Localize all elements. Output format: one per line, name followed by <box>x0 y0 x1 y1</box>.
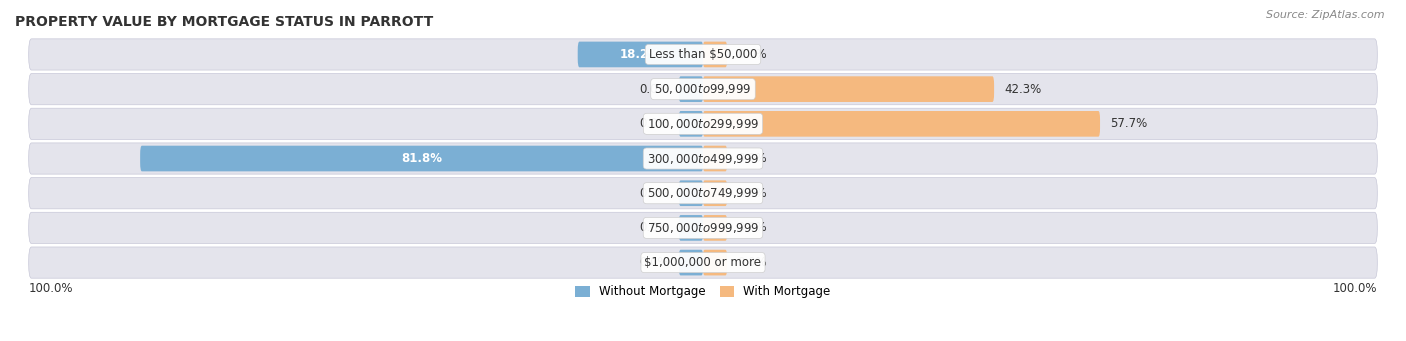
Text: 0.0%: 0.0% <box>737 187 768 200</box>
FancyBboxPatch shape <box>28 247 1378 278</box>
Text: Source: ZipAtlas.com: Source: ZipAtlas.com <box>1267 10 1385 20</box>
FancyBboxPatch shape <box>703 180 727 206</box>
FancyBboxPatch shape <box>679 250 703 276</box>
Text: 0.0%: 0.0% <box>737 48 768 61</box>
FancyBboxPatch shape <box>703 146 727 172</box>
FancyBboxPatch shape <box>679 180 703 206</box>
Text: $100,000 to $299,999: $100,000 to $299,999 <box>647 117 759 131</box>
Text: 0.0%: 0.0% <box>737 152 768 165</box>
FancyBboxPatch shape <box>703 111 1099 137</box>
FancyBboxPatch shape <box>679 215 703 241</box>
Text: 100.0%: 100.0% <box>1333 282 1378 295</box>
FancyBboxPatch shape <box>679 111 703 137</box>
Text: 0.0%: 0.0% <box>737 256 768 269</box>
Text: Less than $50,000: Less than $50,000 <box>648 48 758 61</box>
Text: $500,000 to $749,999: $500,000 to $749,999 <box>647 186 759 200</box>
Text: 81.8%: 81.8% <box>401 152 441 165</box>
Text: PROPERTY VALUE BY MORTGAGE STATUS IN PARROTT: PROPERTY VALUE BY MORTGAGE STATUS IN PAR… <box>15 15 433 29</box>
Text: 0.0%: 0.0% <box>638 187 669 200</box>
Text: $750,000 to $999,999: $750,000 to $999,999 <box>647 221 759 235</box>
FancyBboxPatch shape <box>28 74 1378 105</box>
Text: 0.0%: 0.0% <box>737 221 768 234</box>
Text: $300,000 to $499,999: $300,000 to $499,999 <box>647 151 759 165</box>
Text: 0.0%: 0.0% <box>638 117 669 130</box>
Text: $50,000 to $99,999: $50,000 to $99,999 <box>654 82 752 96</box>
Text: $1,000,000 or more: $1,000,000 or more <box>644 256 762 269</box>
FancyBboxPatch shape <box>703 250 727 276</box>
FancyBboxPatch shape <box>703 42 727 67</box>
FancyBboxPatch shape <box>28 108 1378 139</box>
FancyBboxPatch shape <box>28 39 1378 70</box>
FancyBboxPatch shape <box>679 76 703 102</box>
FancyBboxPatch shape <box>141 146 703 172</box>
FancyBboxPatch shape <box>28 143 1378 174</box>
Text: 18.2%: 18.2% <box>620 48 661 61</box>
FancyBboxPatch shape <box>28 178 1378 209</box>
FancyBboxPatch shape <box>28 212 1378 243</box>
Text: 0.0%: 0.0% <box>638 83 669 95</box>
Text: 42.3%: 42.3% <box>1004 83 1042 95</box>
FancyBboxPatch shape <box>703 76 994 102</box>
Legend: Without Mortgage, With Mortgage: Without Mortgage, With Mortgage <box>571 281 835 303</box>
Text: 57.7%: 57.7% <box>1111 117 1147 130</box>
Text: 0.0%: 0.0% <box>638 221 669 234</box>
Text: 100.0%: 100.0% <box>28 282 73 295</box>
FancyBboxPatch shape <box>578 42 703 67</box>
FancyBboxPatch shape <box>703 215 727 241</box>
Text: 0.0%: 0.0% <box>638 256 669 269</box>
